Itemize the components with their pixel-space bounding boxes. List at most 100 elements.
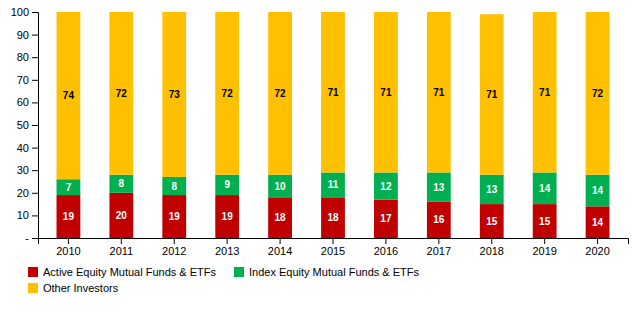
bar [162, 177, 186, 195]
y-tick-mark [32, 148, 38, 149]
y-tick-mark [32, 215, 38, 216]
y-axis: - 10 20 30 40 50 60 70 80 90 100 [11, 6, 39, 244]
y-tick-label: 80 [17, 51, 29, 63]
data-label: 13 [433, 182, 445, 193]
x-tick: 2011 [110, 238, 134, 257]
bar [268, 12, 292, 175]
y-tick-mark [32, 80, 38, 81]
bar [374, 172, 398, 199]
y-tick-label: 90 [17, 29, 29, 41]
bar [480, 14, 504, 174]
data-label: 71 [327, 87, 339, 98]
y-tick: 80 [17, 51, 38, 63]
y-tick: 10 [17, 209, 38, 221]
data-labels: 1920191918181716151514788910111213131414… [63, 87, 604, 228]
x-tick-mark [280, 238, 281, 244]
y-tick-mark [32, 238, 38, 239]
y-axis-line [32, 13, 39, 239]
y-tick-mark [32, 12, 38, 13]
y-tick: - [25, 232, 38, 244]
data-label: 8 [119, 178, 125, 189]
x-tick-label: 2013 [215, 245, 239, 257]
y-tick: 50 [17, 119, 38, 131]
data-label: 13 [486, 184, 498, 195]
y-tick-label: 20 [17, 187, 29, 199]
y-tick-label: 60 [17, 96, 29, 108]
x-tick-label: 2010 [56, 245, 80, 257]
bar [57, 195, 81, 238]
x-tick: 2010 [56, 238, 80, 257]
x-tick-mark [597, 238, 598, 244]
bar [215, 195, 239, 238]
y-tick: 70 [17, 74, 38, 86]
x-tick-mark [227, 238, 228, 244]
bar [57, 12, 81, 179]
y-tick-mark [32, 170, 38, 171]
bar [374, 200, 398, 238]
bar [480, 204, 504, 238]
bar [533, 204, 557, 238]
y-tick-mark [32, 35, 38, 36]
x-tick-mark [491, 238, 492, 244]
legend-item: Active Equity Mutual Funds & ETFs [28, 266, 217, 278]
x-tick-label: 2012 [162, 245, 186, 257]
y-tick-label: 10 [17, 209, 29, 221]
chart: - 10 20 30 40 50 60 70 80 90 100 2010 2011 2012 2013 20… [0, 0, 640, 312]
y-tick: 30 [17, 164, 38, 176]
data-label: 72 [222, 88, 234, 99]
data-label: 72 [116, 88, 128, 99]
y-tick-mark [32, 102, 38, 103]
bar [427, 172, 451, 201]
legend: Active Equity Mutual Funds & ETFsIndex E… [28, 266, 419, 294]
bar [215, 12, 239, 175]
data-label: 73 [169, 89, 181, 100]
plot: - 10 20 30 40 50 60 70 80 90 100 2010 2011 2012 2013 20… [11, 6, 629, 257]
data-label: 74 [63, 90, 75, 101]
bar [109, 12, 133, 175]
x-tick: 2019 [532, 238, 556, 257]
x-tick: 2013 [215, 238, 239, 257]
bar [586, 206, 610, 238]
data-label: 19 [222, 211, 234, 222]
y-tick-label: 50 [17, 119, 29, 131]
data-label: 19 [63, 211, 75, 222]
legend-label: Other Investors [43, 282, 119, 294]
y-tick-mark [32, 193, 38, 194]
legend-swatch [234, 267, 244, 277]
legend-swatch [28, 267, 38, 277]
x-tick-mark [544, 238, 545, 244]
data-label: 8 [171, 181, 177, 192]
bar [374, 12, 398, 172]
x-tick-label: 2014 [268, 245, 292, 257]
y-tick-mark [32, 125, 38, 126]
data-label: 11 [328, 179, 339, 190]
legend-label: Active Equity Mutual Funds & ETFs [43, 266, 217, 278]
x-tick-label: 2016 [374, 245, 398, 257]
bar [321, 197, 345, 238]
data-label: 16 [433, 214, 445, 225]
x-tick: 2018 [480, 238, 504, 257]
y-tick: 60 [17, 96, 38, 108]
x-tick: 2016 [374, 238, 398, 257]
y-tick: 90 [17, 29, 38, 41]
x-axis-line [39, 239, 629, 245]
data-label: 72 [275, 88, 287, 99]
bar [586, 175, 610, 207]
bar [480, 175, 504, 204]
y-tick: 100 [11, 6, 38, 18]
data-label: 18 [275, 212, 287, 223]
data-label: 10 [275, 181, 287, 192]
data-label: 71 [380, 87, 392, 98]
data-label: 15 [539, 216, 551, 227]
x-tick-mark [68, 238, 69, 244]
data-label: 71 [486, 89, 498, 100]
bar [321, 172, 345, 197]
y-tick: 40 [17, 142, 38, 154]
bar [162, 12, 186, 177]
data-label: 19 [169, 211, 181, 222]
data-label: 17 [380, 213, 392, 224]
legend-item: Other Investors [28, 282, 119, 294]
x-tick-label: 2015 [321, 245, 345, 257]
x-tick-label: 2019 [532, 245, 556, 257]
data-label: 14 [539, 183, 551, 194]
